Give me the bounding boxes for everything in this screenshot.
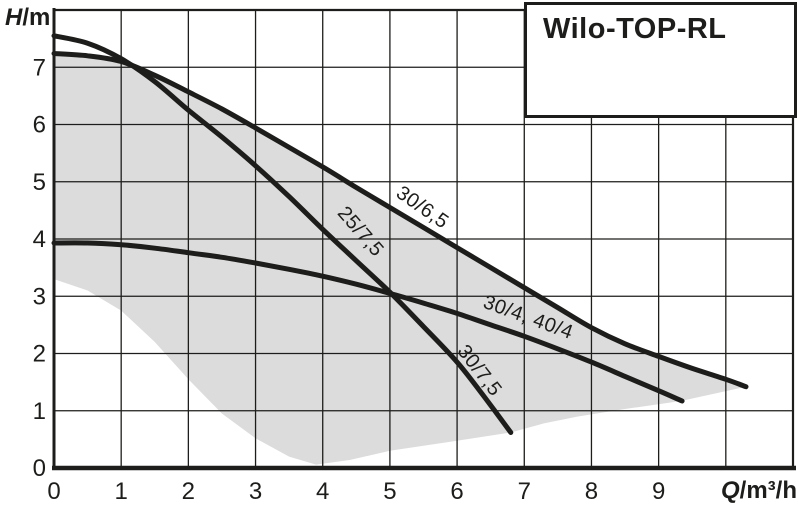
x-tick-label: 4: [316, 478, 329, 505]
x-axis-symbol: Q: [721, 477, 740, 504]
x-tick-label: 0: [47, 478, 60, 505]
x-tick-label: 6: [450, 478, 463, 505]
x-tick-label: 3: [249, 478, 262, 505]
operating-range-region: [54, 55, 746, 465]
x-tick-label: 7: [518, 478, 531, 505]
y-axis-unit: /m: [22, 4, 51, 31]
x-tick-label: 2: [182, 478, 195, 505]
y-axis-symbol: H: [5, 4, 23, 31]
y-tick-label: 5: [33, 169, 46, 196]
x-tick-label: 8: [585, 478, 598, 505]
y-tick-label: 4: [33, 226, 46, 253]
pump-curve-30-6-5: [51, 51, 749, 390]
x-tick-label: 5: [383, 478, 396, 505]
y-tick-label: 2: [33, 341, 46, 368]
x-tick-label: 1: [115, 478, 128, 505]
x-tick-label: 9: [652, 478, 665, 505]
x-axis-unit: /m³/h: [739, 477, 797, 504]
chart-title: Wilo-TOP-RL: [543, 13, 727, 45]
y-axis-title: H/m: [5, 4, 50, 32]
y-tick-label: 6: [33, 112, 46, 139]
y-tick-label: 0: [33, 455, 46, 482]
y-tick-label: 7: [33, 54, 46, 81]
y-tick-label: 3: [33, 283, 46, 310]
y-tick-label: 1: [33, 398, 46, 425]
x-axis-title: Q/m³/h: [721, 477, 797, 505]
title-box: Wilo-TOP-RL: [524, 2, 797, 118]
pump-curve-30-4-40-4: [51, 240, 685, 404]
